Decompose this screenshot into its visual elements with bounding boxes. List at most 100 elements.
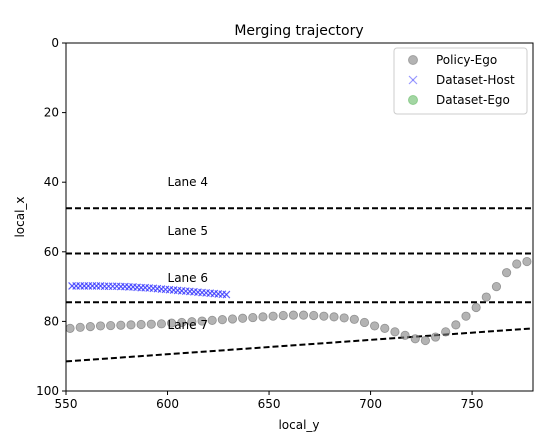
policy-ego-point (217, 315, 227, 325)
dataset-host-mark-stroke (181, 287, 190, 296)
dataset-host-mark-stroke (96, 281, 105, 290)
legend-marker-circle (408, 55, 418, 65)
legend-marker-x (408, 75, 418, 85)
dataset-host-mark-stroke (133, 283, 141, 292)
policy-ego-point (400, 330, 410, 340)
dataset-host-mark-stroke (202, 288, 211, 297)
y-tick-label: 80 (44, 314, 59, 328)
legend-label: Dataset-Host (436, 73, 515, 87)
policy-ego-point (309, 310, 319, 321)
policy-ego-point (65, 323, 75, 333)
policy-ego-point (227, 314, 238, 324)
dataset-host-mark-stroke (141, 283, 150, 292)
policy-ego-point (451, 320, 461, 330)
y-tick-label: 0 (51, 36, 59, 50)
policy-ego-point (126, 320, 136, 330)
policy-ego-point (390, 327, 400, 337)
dataset-host-mark-stroke (177, 286, 186, 295)
legend-label: Policy-Ego (436, 53, 497, 67)
dataset-host-mark-stroke (112, 282, 121, 291)
y-tick-label: 40 (44, 175, 59, 189)
dataset-host-mark-stroke (206, 289, 215, 298)
dataset-host-mark-stroke (169, 286, 178, 295)
policy-ego-point (136, 319, 146, 330)
policy-ego-point (349, 314, 359, 324)
dataset-host-mark-stroke (218, 290, 227, 299)
legend-label: Dataset-Ego (436, 93, 510, 107)
legend-marker-circle (408, 95, 418, 105)
policy-ego-point (156, 319, 167, 329)
policy-ego-point (481, 292, 491, 302)
x-tick-label: 550 (55, 397, 78, 411)
lane-label: Lane 5 (168, 224, 208, 238)
dataset-host-mark-stroke (149, 284, 158, 293)
policy-ego-point (268, 311, 278, 321)
dataset-host-mark-stroke (194, 288, 202, 297)
policy-ego-point (116, 320, 126, 330)
policy-ego-point (197, 316, 207, 326)
dataset-host-mark-stroke (161, 285, 170, 294)
policy-ego-point (298, 310, 309, 320)
policy-ego-point (95, 321, 106, 331)
legend: Policy-Ego Dataset-Host Dataset-Ego (393, 47, 528, 115)
y-axis-title: local_x (13, 196, 27, 237)
policy-ego-point (522, 256, 532, 267)
policy-ego-point (370, 321, 380, 331)
policy-ego-point (430, 332, 441, 342)
dataset-host-mark-stroke (222, 290, 231, 299)
policy-ego-point (380, 323, 390, 333)
dataset-host-point (222, 290, 231, 299)
dataset-host-mark-stroke (145, 284, 154, 292)
dataset-host-mark-stroke (157, 285, 166, 293)
policy-ego-point (207, 315, 217, 325)
policy-ego-point (85, 322, 95, 332)
policy-ego-point (502, 268, 512, 278)
x-tick-label: 700 (359, 397, 382, 411)
policy-ego-point (258, 312, 268, 322)
dataset-host-mark-stroke (185, 287, 194, 296)
chart-title: Merging trajectory (234, 23, 363, 39)
lane-label: Lane 7 (168, 318, 208, 332)
y-tick-label: 20 (44, 106, 59, 120)
y-tick-label: 60 (44, 245, 59, 259)
dataset-host-mark-stroke (129, 283, 137, 291)
policy-ego-point (288, 310, 299, 320)
dataset-host-mark-stroke (214, 289, 223, 298)
policy-ego-point (359, 317, 370, 328)
policy-ego-point (329, 312, 339, 322)
y-tick-label: 100 (36, 384, 59, 398)
policy-ego-point (166, 318, 177, 328)
lane-label: Lane 6 (168, 271, 208, 285)
legend-box (393, 47, 528, 115)
plot-area: Lane 4 Lane 5 Lane 6 Lane 7 550 600 650 700 750 0… (36, 36, 534, 411)
policy-ego-point (512, 259, 522, 269)
lane-boundary-line (65, 327, 534, 363)
policy-ego-point (187, 317, 197, 327)
policy-ego-point (420, 335, 430, 346)
policy-ego-point (461, 311, 471, 321)
policy-ego-point (319, 311, 329, 321)
lane-label: Lane 4 (168, 175, 208, 189)
dataset-host-mark-stroke (153, 284, 162, 293)
dataset-host-mark-stroke (165, 285, 174, 294)
x-tick-label: 600 (156, 397, 179, 411)
policy-ego-point (410, 334, 420, 344)
x-tick-label: 750 (461, 397, 484, 411)
dataset-host-mark-stroke (198, 288, 206, 297)
policy-ego-point (177, 317, 187, 328)
policy-ego-point (238, 313, 248, 323)
policy-ego-point (471, 302, 481, 313)
policy-ego-point (75, 322, 85, 332)
dataset-host-mark-stroke (189, 287, 198, 296)
dataset-host-mark-stroke (210, 289, 219, 298)
x-tick-label: 650 (258, 397, 281, 411)
dataset-host-mark-stroke (120, 282, 129, 291)
policy-ego-point (441, 327, 451, 337)
policy-ego-point (146, 319, 156, 329)
policy-ego-point (491, 281, 502, 292)
x-axis-title: local_y (278, 418, 319, 432)
policy-ego-point (278, 310, 288, 321)
policy-ego-point (106, 320, 116, 331)
policy-ego-point (248, 312, 258, 323)
